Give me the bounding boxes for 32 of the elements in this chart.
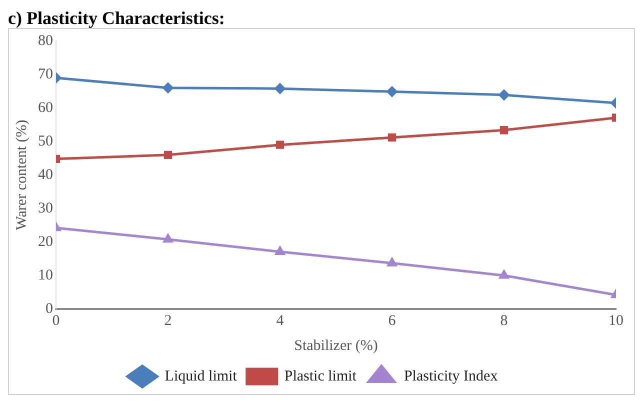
x-tick-label: 4: [276, 312, 284, 329]
x-axis-title: Stabilizer (%): [294, 338, 378, 354]
legend-label: Plastic limit: [284, 368, 358, 384]
y-tick-label: 80: [38, 32, 53, 49]
point: [498, 90, 510, 100]
point: [275, 246, 285, 255]
point: [164, 150, 172, 159]
point: [500, 126, 508, 134]
point: [388, 133, 396, 142]
y-tick-label: 40: [38, 166, 53, 183]
y-tick-label: 0: [46, 300, 53, 317]
legend-label: Plasticity Index: [404, 368, 498, 384]
y-tick-label: 70: [38, 66, 53, 82]
x-tick-label: 8: [500, 312, 508, 329]
point: [163, 234, 173, 243]
y-tick-label: 60: [38, 100, 53, 116]
x-tick-label: 2: [164, 312, 172, 329]
y-tick-label: 50: [38, 133, 53, 150]
x-tick-label: 6: [388, 312, 396, 329]
y-axis-title: Warer content (%): [14, 120, 30, 230]
y-tick-label: 10: [38, 267, 53, 284]
legend-label: Liquid limit: [164, 368, 238, 384]
x-tick-label: 10: [608, 312, 624, 329]
point: [386, 86, 398, 97]
point: [499, 270, 509, 279]
point: [387, 258, 397, 266]
point: [276, 140, 284, 149]
point: [274, 83, 286, 94]
y-tick-label: 30: [38, 200, 53, 216]
y-tick-label: 20: [38, 234, 53, 250]
point: [162, 82, 174, 94]
chart-title: c) Plasticity Characteristics:: [8, 8, 226, 28]
